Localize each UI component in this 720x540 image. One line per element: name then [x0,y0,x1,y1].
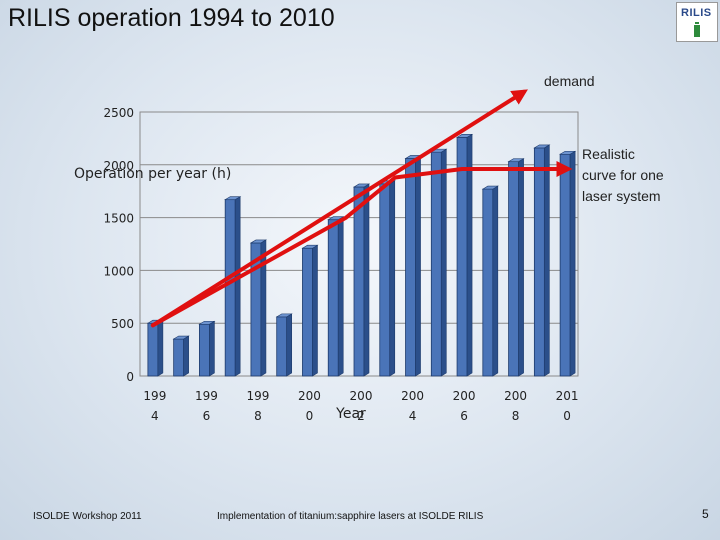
x-tick-label: 200 [350,389,373,403]
logo-text: RILIS [681,7,712,19]
bar [379,183,391,377]
bar-side [260,239,267,377]
x-tick-label: 2 [357,409,365,423]
bar [276,316,288,377]
bar-side [286,313,293,377]
demand-label: demand [544,73,595,89]
bar-side [492,185,499,377]
footer-talk-title: Implementation of titanium:sapphire lase… [217,511,484,522]
bar [327,219,339,377]
bar [508,161,519,377]
x-tick-label: 199 [195,389,218,403]
x-tick-label: 6 [460,409,468,423]
bar [199,323,210,377]
x-tick-label: 6 [203,409,211,423]
realistic-label-line: Realistic [582,146,635,162]
bar-top [559,150,577,155]
bar-side [569,150,576,377]
bar-top [455,134,474,138]
bar-side [157,319,164,377]
y-tick-label: 2000 [103,159,134,173]
bar-top [249,239,268,244]
x-tick-label: 200 [298,389,321,403]
bar-top [533,144,551,149]
bar [147,322,159,377]
x-tick-label: 8 [254,409,262,423]
bar-side [544,144,550,377]
x-tick-label: 200 [504,389,527,403]
bar [456,136,468,377]
y-tick-label: 0 [126,370,134,384]
bar-side [234,196,241,377]
bar-top [327,216,345,221]
bar-top [481,185,499,190]
x-tick-label: 200 [453,389,476,403]
slide-title: RILIS operation 1994 to 2010 [8,4,335,32]
bar-side [209,320,215,377]
bar [559,153,571,377]
bar [224,199,236,377]
x-tick-label: 199 [246,389,269,403]
rilis-logo: RILIS [676,2,718,42]
y-tick-label: 1500 [103,212,134,226]
x-tick-label: 199 [143,389,166,403]
bar-side [183,335,189,377]
realistic-label-line: laser system [582,188,661,204]
bar [353,186,365,377]
bar [482,188,494,377]
x-tick-label: 4 [409,409,417,423]
bar-top [301,244,319,249]
bar-side [389,180,396,377]
x-tick-label: 0 [306,409,314,423]
x-tick-label: 8 [512,409,520,423]
slide-number: 5 [702,507,709,521]
bar-top [352,183,371,188]
logo-bar-icon [694,25,700,37]
bar [430,151,442,377]
bar [302,247,313,377]
x-tick-label: 4 [151,409,159,423]
x-tick-label: 0 [563,409,571,423]
bar-side [440,148,447,377]
y-tick-label: 1000 [103,264,134,278]
bar-side [312,244,318,377]
bar [173,338,185,377]
demand-trend-line [150,89,528,328]
bar-top [224,196,242,200]
x-tick-label: 201 [556,389,579,403]
realistic-trend-line [150,161,573,328]
y-tick-label: 500 [111,317,134,331]
footer-workshop: ISOLDE Workshop 2011 [33,511,142,522]
bar-side [518,158,524,377]
bar-top [275,313,293,318]
bar-top [198,320,216,325]
realistic-label-line: curve for one [582,167,664,183]
realistic-curve-label: Realistic curve for one laser system [582,144,664,207]
x-tick-label: 200 [401,389,424,403]
y-tick-label: 2500 [103,106,134,120]
bar [533,147,545,377]
bar [405,158,416,377]
x-axis-label: Year [335,406,366,422]
bar-side [337,216,344,377]
bar-top [172,335,190,340]
bar-top [507,158,525,162]
chart-title: Operation per year (h) [74,166,231,182]
logo-dot-icon [695,22,699,24]
bar-side [363,183,370,377]
bar-side [415,154,421,377]
